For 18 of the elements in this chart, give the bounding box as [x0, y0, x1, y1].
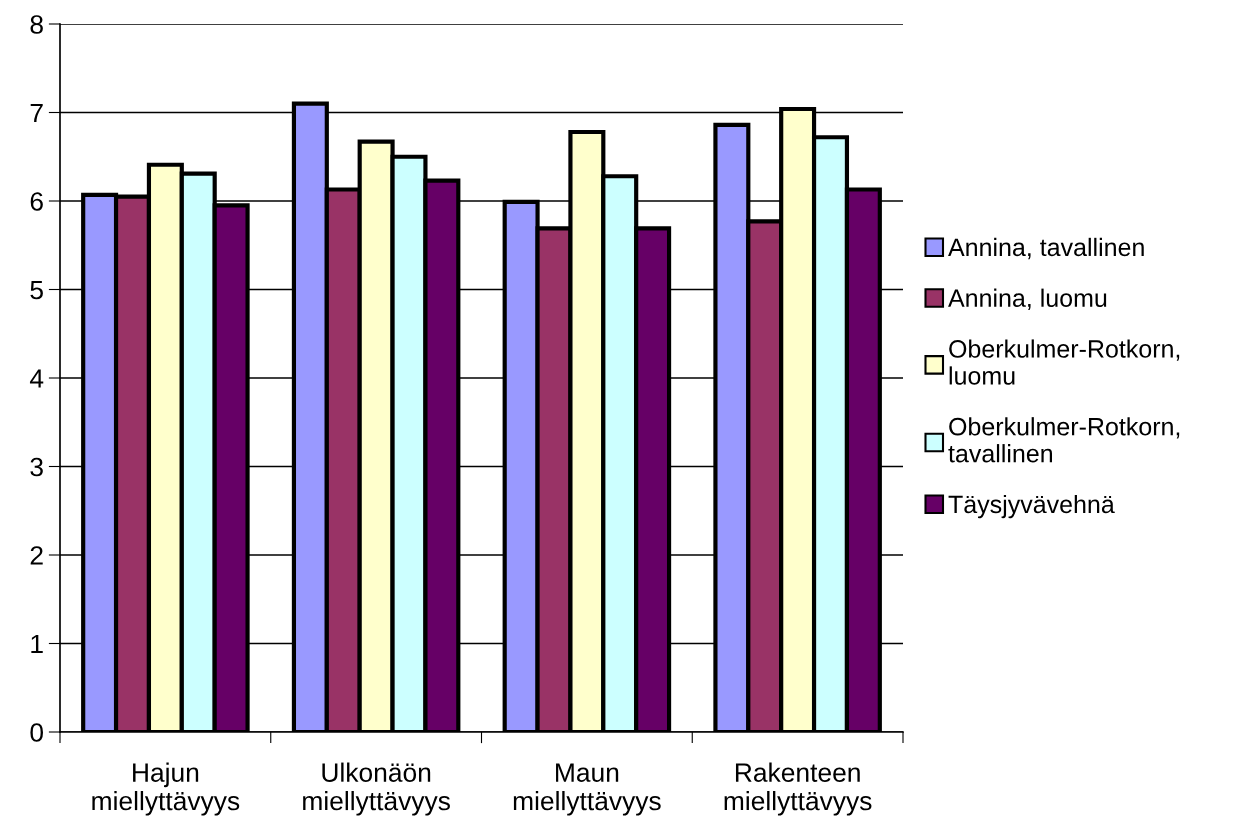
y-tick-label: 1: [31, 634, 43, 654]
y-tick-label: 7: [30, 103, 43, 123]
y-tick-label: 6: [30, 192, 43, 211]
y-tick-label: 3: [30, 457, 43, 477]
legend-label: Oberkulmer-Rotkorn, luomu: [949, 339, 1180, 385]
y-tick-label: 2: [30, 546, 43, 565]
x-tick-label: Rakenteen miellyttävyys: [724, 762, 872, 816]
x-tick-label: Hajun miellyttävyys: [92, 762, 240, 816]
y-tick-label: 4: [29, 369, 44, 388]
y-tick-label: 5: [30, 280, 43, 300]
x-tick-label: Maun miellyttävyys: [513, 763, 661, 816]
y-tick-label: 0: [30, 723, 43, 742]
y-tick-label: 8: [30, 15, 43, 34]
legend-label: Annina, tavallinen: [948, 237, 1144, 260]
x-tick-label: Ulkonäön miellyttävyys: [303, 762, 450, 816]
legend-label: Annina, luomu: [948, 288, 1107, 310]
legend-label: Täysjyvävehnä: [948, 494, 1115, 519]
legend-label: Oberkulmer-Rotkorn, tavallinen: [948, 417, 1180, 463]
